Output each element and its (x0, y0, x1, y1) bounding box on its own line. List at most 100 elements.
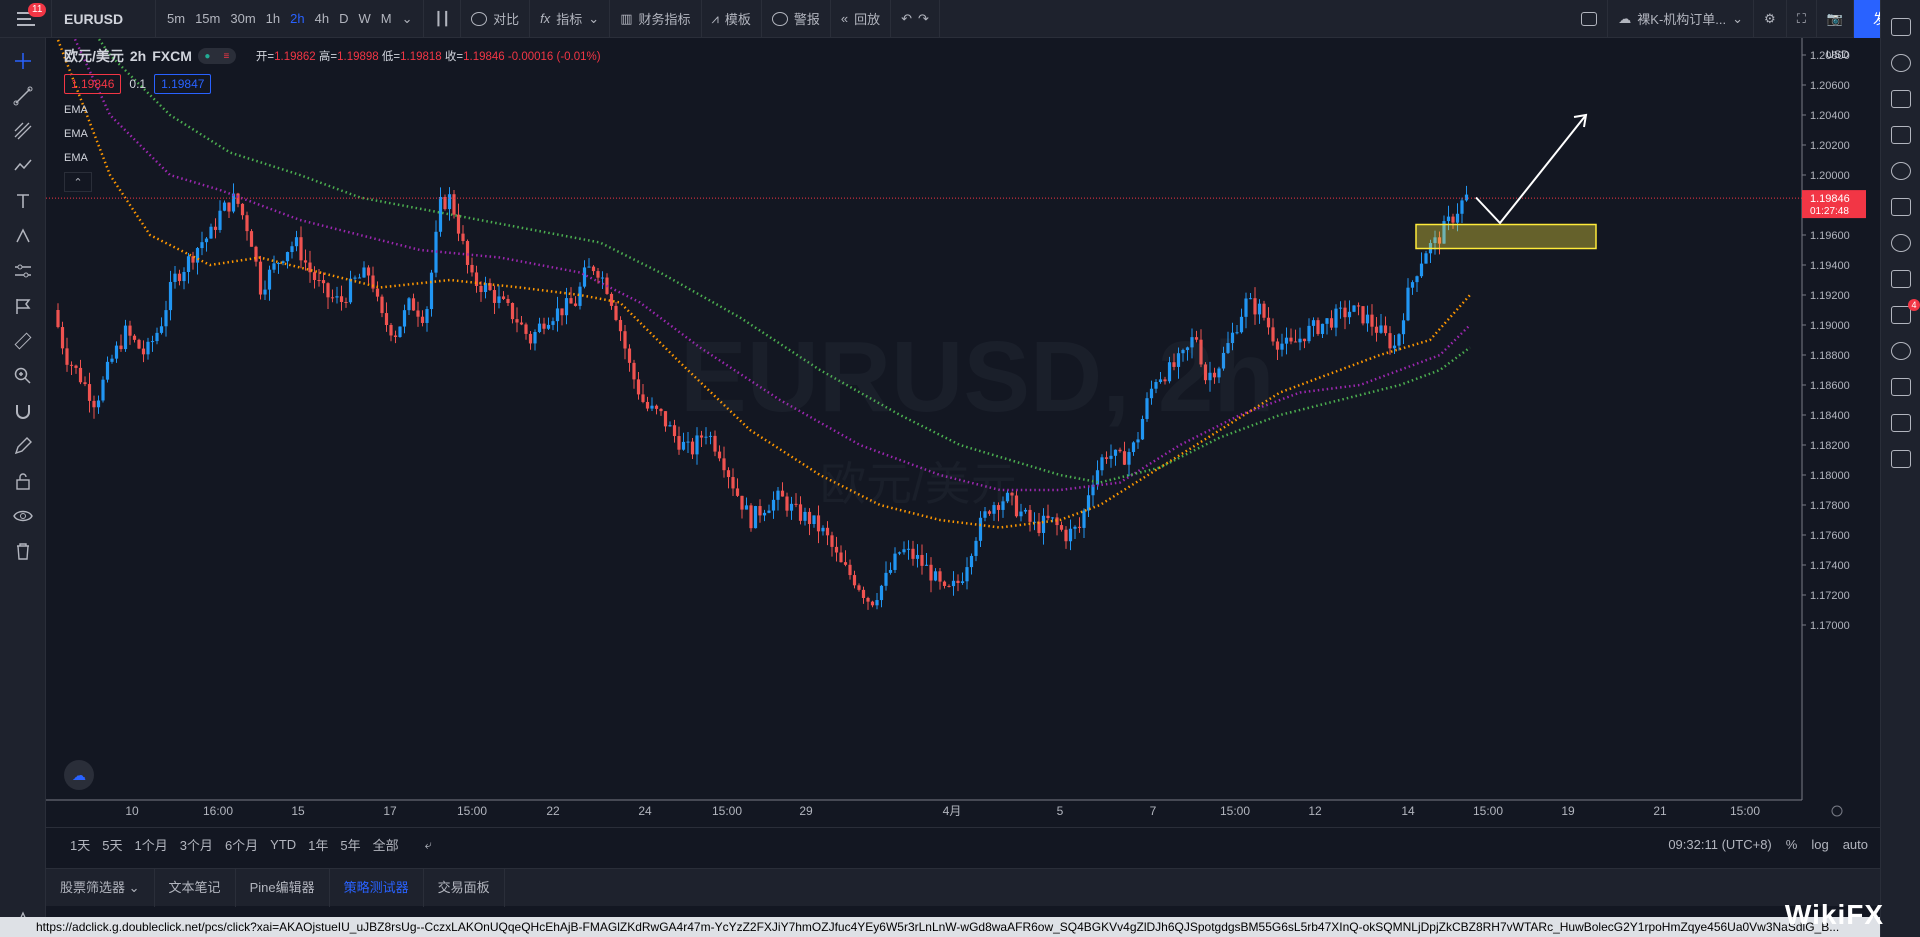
calendar-icon[interactable] (1890, 198, 1911, 216)
redo-icon[interactable]: ↷ (918, 10, 929, 26)
node-icon[interactable] (13, 226, 33, 246)
snapshot-button[interactable]: 📷 (1817, 0, 1854, 38)
interval-d[interactable]: D (339, 11, 349, 26)
layout-toggle[interactable] (1571, 0, 1609, 38)
candles-icon: ┃┃ (434, 10, 451, 26)
brand-watermark: WikiFX (1784, 899, 1884, 930)
auto-toggle[interactable]: auto (1842, 837, 1868, 852)
percent-toggle[interactable]: % (1785, 837, 1798, 852)
messages-icon[interactable]: 4 (1890, 299, 1920, 324)
interval-30m[interactable]: 30m (230, 11, 256, 26)
watchlist-icon[interactable] (1890, 18, 1911, 36)
stream-icon[interactable] (1890, 342, 1911, 360)
crosshair-icon[interactable] (13, 51, 33, 71)
interval-5m[interactable]: 5m (167, 11, 186, 26)
clock[interactable]: 09:32:11 (UTC+8) (1668, 837, 1772, 852)
range-6m[interactable]: 6个月 (224, 838, 259, 853)
candle-body (1239, 316, 1244, 333)
undo-icon[interactable]: ↶ (901, 10, 913, 26)
ema-legend-2[interactable]: EMA (64, 128, 88, 140)
range-1d[interactable]: 1天 (70, 838, 91, 853)
replay-button[interactable]: « 回放 (831, 0, 892, 38)
range-3m[interactable]: 3个月 (179, 838, 213, 853)
pencil-lock-icon[interactable] (13, 436, 33, 456)
notifications-icon[interactable] (1890, 378, 1911, 396)
ema-legend-3[interactable]: EMA (64, 152, 88, 164)
interval-15m[interactable]: 15m (195, 11, 221, 26)
tab-text-notes[interactable]: 文本笔记 (155, 868, 236, 907)
candle-body (56, 310, 60, 328)
collapse-legend-button[interactable]: ⌃ (64, 172, 92, 192)
chat-icon[interactable] (1890, 270, 1911, 288)
lock-icon[interactable] (13, 471, 33, 491)
range-ytd[interactable]: YTD (270, 837, 297, 852)
candle-body (542, 323, 546, 329)
range-all[interactable]: 全部 (372, 838, 399, 853)
candle-body (1311, 320, 1316, 326)
layout-name-button[interactable]: ☁ 裸K-机构订单... ⌄ (1608, 0, 1755, 38)
templates-button[interactable]: ⩘ 模板 (702, 0, 762, 38)
log-toggle[interactable]: log (1811, 837, 1829, 852)
tab-pine-editor[interactable]: Pine编辑器 (236, 868, 330, 907)
flag-icon[interactable] (13, 296, 33, 316)
interval-2h[interactable]: 2h (290, 11, 305, 26)
ask-button[interactable]: 1.19847 (154, 74, 212, 94)
range-1m[interactable]: 1个月 (134, 838, 168, 853)
candle-body (245, 215, 249, 232)
market-status-chip[interactable]: ● ≡ (197, 48, 236, 64)
candle-body (902, 549, 906, 553)
interval-m[interactable]: M (380, 11, 392, 26)
data-window-icon[interactable] (1890, 90, 1911, 108)
sliders-icon[interactable] (13, 261, 33, 281)
tab-screener[interactable]: 股票筛选器 ⌄ (46, 868, 155, 907)
alerts-button[interactable]: 警报 (762, 0, 831, 38)
tab-strategy-tester[interactable]: 策略测试器 (330, 868, 424, 907)
order-panel-icon[interactable] (1890, 450, 1911, 468)
chevron-down-icon: ⌄ (588, 10, 600, 26)
tradingview-logo[interactable]: ☁ (64, 760, 94, 790)
zoom-icon[interactable] (13, 366, 33, 386)
compare-button[interactable]: 对比 (461, 0, 531, 38)
trendline-icon[interactable] (13, 86, 33, 106)
fib-icon[interactable] (13, 121, 33, 141)
ema-legend-1[interactable]: EMA (64, 104, 88, 116)
trash-icon[interactable] (13, 541, 33, 561)
indicators-button[interactable]: fx 指标 ⌄ (530, 0, 611, 38)
range-1y[interactable]: 1年 (308, 838, 329, 853)
chart-type-button[interactable]: ┃┃ (424, 0, 462, 38)
candle-body (470, 264, 474, 273)
candle-body (641, 394, 645, 402)
range-5d[interactable]: 5天 (102, 838, 123, 853)
legend-symbol[interactable]: 欧元/美元 (64, 48, 124, 64)
goto-date-icon[interactable]: ⤶ (424, 836, 432, 852)
trending-icon[interactable] (1890, 414, 1911, 432)
price-tick-label: 1.19200 (1810, 290, 1850, 302)
magnet-icon[interactable] (13, 401, 33, 421)
ruler-icon[interactable] (13, 331, 33, 351)
interval-1h[interactable]: 1h (265, 11, 281, 26)
financials-button[interactable]: ▥ 财务指标 (610, 0, 702, 38)
hotlist-icon[interactable] (1890, 162, 1911, 180)
price-chart[interactable]: 1.20800 1.20600 1.20400 1.20200 1.20000 1.198… (46, 38, 1880, 827)
interval-4h[interactable]: 4h (314, 11, 330, 26)
bid-button[interactable]: 1.19846 (64, 74, 122, 94)
fullscreen-button[interactable]: ⛶ (1787, 0, 1817, 38)
settings-button[interactable]: ⚙ (1754, 0, 1787, 38)
eye-icon[interactable] (12, 506, 33, 526)
symbol-search[interactable]: EURUSD (52, 0, 156, 38)
candle-body (1226, 343, 1230, 353)
range-5y[interactable]: 5年 (340, 838, 361, 853)
legend-exchange: FXCM (152, 48, 192, 64)
menu-button[interactable]: 11 (0, 0, 52, 38)
chevron-down-icon[interactable]: ⌄ (401, 10, 413, 26)
alarm-icon[interactable] (1890, 54, 1911, 72)
pattern-icon[interactable] (13, 156, 33, 176)
interval-w[interactable]: W (358, 11, 371, 26)
candle-body (749, 505, 753, 529)
candle-body (132, 335, 137, 340)
text-icon[interactable] (13, 191, 33, 211)
news-icon[interactable] (1890, 126, 1911, 144)
tab-trading-panel[interactable]: 交易面板 (424, 868, 505, 907)
ideas-icon[interactable] (1890, 234, 1911, 252)
candle-body (1262, 303, 1266, 318)
